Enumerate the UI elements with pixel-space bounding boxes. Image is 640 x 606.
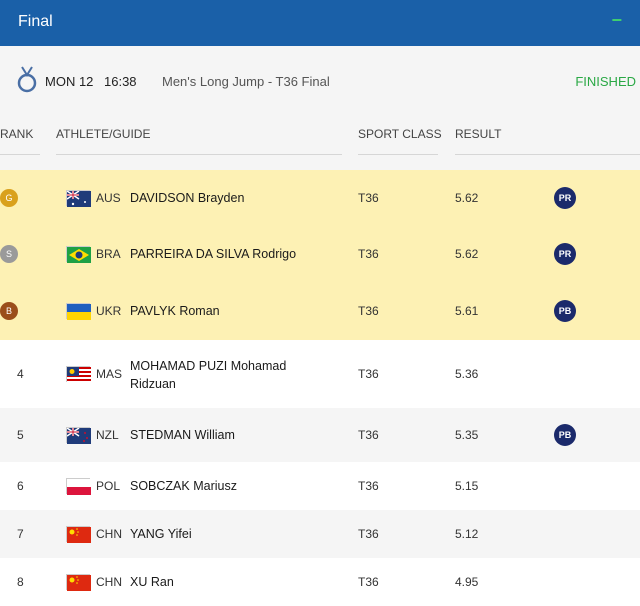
event-status: FINISHED xyxy=(575,74,636,89)
rank-value: 6 xyxy=(17,479,24,493)
result-value: 5.15 xyxy=(455,479,479,493)
athlete-name[interactable]: STEDMAN William xyxy=(130,428,235,442)
sport-class-value: T36 xyxy=(358,367,379,381)
column-result: RESULT xyxy=(455,127,502,141)
sport-class-value: T36 xyxy=(358,575,379,589)
table-row[interactable]: G AUS DAVIDSON Brayden T36 5.62 PR xyxy=(0,170,640,226)
country-code: BRA xyxy=(96,247,121,261)
flag-bra-icon xyxy=(66,246,91,263)
record-badge: PR xyxy=(554,243,576,265)
sport-class-value: T36 xyxy=(358,304,379,318)
sport-class-value: T36 xyxy=(358,527,379,541)
table-row[interactable]: 5 NZL STEDMAN William T36 5.35 PB xyxy=(0,408,640,462)
result-value: 5.62 xyxy=(455,247,479,261)
country-code: CHN xyxy=(96,527,122,541)
athlete-name[interactable]: PARREIRA DA SILVA Rodrigo xyxy=(130,247,297,261)
section-header[interactable]: Final − xyxy=(0,0,640,46)
result-value: 5.35 xyxy=(455,428,479,442)
event-time: 16:38 xyxy=(104,74,137,89)
result-value: 4.95 xyxy=(455,575,479,589)
result-value: 5.36 xyxy=(455,367,479,381)
minus-icon[interactable]: − xyxy=(611,10,622,30)
country-code: NZL xyxy=(96,428,119,442)
flag-chn-icon xyxy=(66,574,91,591)
table-header: RANK ATHLETE/GUIDE SPORT CLASS RESULT xyxy=(0,108,640,170)
column-rank: RANK xyxy=(0,127,34,141)
event-info: MON 12 16:38 Men's Long Jump - T36 Final… xyxy=(0,46,640,108)
country-code: AUS xyxy=(96,191,121,205)
sport-class-value: T36 xyxy=(358,191,379,205)
athlete-name[interactable]: XU Ran xyxy=(130,575,174,589)
column-sport-class: SPORT CLASS xyxy=(358,127,442,141)
country-code: POL xyxy=(96,479,121,493)
flag-pol-icon xyxy=(66,478,91,495)
rank-value: 7 xyxy=(17,527,24,541)
section-title: Final xyxy=(18,13,53,30)
result-value: 5.12 xyxy=(455,527,479,541)
bronze-medal-icon: B xyxy=(0,302,18,320)
athlete-name[interactable]: YANG Yifei xyxy=(130,527,192,541)
column-athlete: ATHLETE/GUIDE xyxy=(56,127,151,141)
flag-chn-icon xyxy=(66,526,91,543)
sport-class-value: T36 xyxy=(358,428,379,442)
athlete-name[interactable]: DAVIDSON Brayden xyxy=(130,191,245,205)
table-row[interactable]: S BRA PARREIRA DA SILVA Rodrigo T36 5.62 PR xyxy=(0,226,640,282)
table-row[interactable]: 6 POL SOBCZAK Mariusz T36 5.15 xyxy=(0,462,640,510)
flag-aus-icon xyxy=(66,190,91,207)
sport-class-value: T36 xyxy=(358,247,379,261)
flag-nzl-icon xyxy=(66,427,91,444)
table-row[interactable]: 7 CHN YANG Yifei T36 5.12 xyxy=(0,510,640,558)
country-code: MAS xyxy=(96,367,123,381)
gold-medal-icon: G xyxy=(0,189,18,207)
table-row[interactable]: B UKR PAVLYK Roman T36 5.61 PB xyxy=(0,282,640,340)
record-badge: PB xyxy=(554,424,576,446)
athlete-name[interactable]: SOBCZAK Mariusz xyxy=(130,479,237,493)
athlete-name[interactable]: MOHAMAD PUZI Mohamad Ridzuan xyxy=(130,359,287,391)
rank-value: 5 xyxy=(17,428,24,442)
result-value: 5.62 xyxy=(455,191,479,205)
rank-value: 4 xyxy=(17,367,24,381)
country-code: UKR xyxy=(96,304,122,318)
table-row[interactable]: 8 CHN XU Ran T36 4.95 xyxy=(0,558,640,606)
record-badge: PB xyxy=(554,300,576,322)
record-badge: PR xyxy=(554,187,576,209)
result-value: 5.61 xyxy=(455,304,479,318)
sport-class-value: T36 xyxy=(358,479,379,493)
event-name: Men's Long Jump - T36 Final xyxy=(162,74,330,89)
rank-value: 8 xyxy=(17,575,24,589)
flag-ukr-icon xyxy=(66,303,91,320)
country-code: CHN xyxy=(96,575,122,589)
medal-icon xyxy=(16,66,38,99)
event-date: MON 12 xyxy=(45,74,94,89)
athlete-name[interactable]: PAVLYK Roman xyxy=(130,304,220,318)
table-row[interactable]: 4 MAS MOHAMAD PUZI Mohamad Ridzuan T36 5.36 xyxy=(0,340,640,408)
silver-medal-icon: S xyxy=(0,245,18,263)
flag-mas-icon xyxy=(66,366,91,383)
